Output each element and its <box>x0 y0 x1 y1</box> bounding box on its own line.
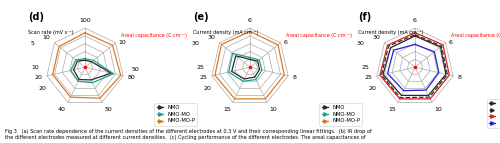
Text: 6: 6 <box>449 40 452 45</box>
Text: Current density (mA cm⁻²): Current density (mA cm⁻²) <box>194 30 258 34</box>
Text: 20: 20 <box>34 75 42 80</box>
Text: 6: 6 <box>413 18 417 23</box>
Text: Fig 3   (a) Scan rate dependence of the current densities of the different elect: Fig 3 (a) Scan rate dependence of the cu… <box>5 129 372 140</box>
Text: Scan rate (mV s⁻¹): Scan rate (mV s⁻¹) <box>28 30 74 34</box>
Text: 25: 25 <box>199 75 207 80</box>
Text: 50: 50 <box>131 67 139 72</box>
Text: 80: 80 <box>128 75 136 80</box>
Text: 25: 25 <box>196 65 204 70</box>
Text: 10: 10 <box>434 107 442 112</box>
Text: Areal capacitance (C cm⁻²): Areal capacitance (C cm⁻²) <box>451 33 500 38</box>
Text: 50: 50 <box>104 107 112 112</box>
Text: 100: 100 <box>79 18 91 23</box>
Text: 15: 15 <box>388 107 396 112</box>
Text: 10: 10 <box>31 65 39 70</box>
Text: 6: 6 <box>248 18 252 23</box>
Text: 10: 10 <box>42 35 50 40</box>
Text: 30: 30 <box>372 35 380 40</box>
Text: (e): (e) <box>194 12 209 22</box>
Text: 20: 20 <box>203 86 211 91</box>
Legend: NMO, NMO-MO, NMO-MO-P: NMO, NMO-MO, NMO-MO-P <box>320 103 362 126</box>
Legend: NMO-MO-P, 3 M KOH, 2 M KOH, 1 M KOH: NMO-MO-P, 3 M KOH, 2 M KOH, 1 M KOH <box>487 99 500 128</box>
Text: 15: 15 <box>223 107 231 112</box>
Text: 20: 20 <box>368 86 376 91</box>
Text: Areal capacitance (C cm⁻²): Areal capacitance (C cm⁻²) <box>286 33 352 38</box>
Legend: NMO, NMO-MO, NMO-MO-P: NMO, NMO-MO, NMO-MO-P <box>154 103 198 126</box>
Text: 30: 30 <box>208 35 216 40</box>
Text: 40: 40 <box>58 107 66 112</box>
Text: 20: 20 <box>38 86 46 91</box>
Text: 6: 6 <box>284 40 288 45</box>
Text: 30: 30 <box>356 41 364 46</box>
Text: 30: 30 <box>192 41 199 46</box>
Text: 10: 10 <box>269 107 277 112</box>
Text: 5: 5 <box>30 41 34 46</box>
Text: (f): (f) <box>358 12 372 22</box>
Text: Current density (mA cm⁻²): Current density (mA cm⁻²) <box>358 30 424 34</box>
Text: 8: 8 <box>458 75 462 80</box>
Text: (d): (d) <box>28 12 44 22</box>
Text: 8: 8 <box>293 75 297 80</box>
Text: Areal capacitance (C cm⁻²): Areal capacitance (C cm⁻²) <box>121 33 187 38</box>
Text: 10: 10 <box>119 40 126 45</box>
Text: 25: 25 <box>361 65 369 70</box>
Text: 25: 25 <box>364 75 372 80</box>
